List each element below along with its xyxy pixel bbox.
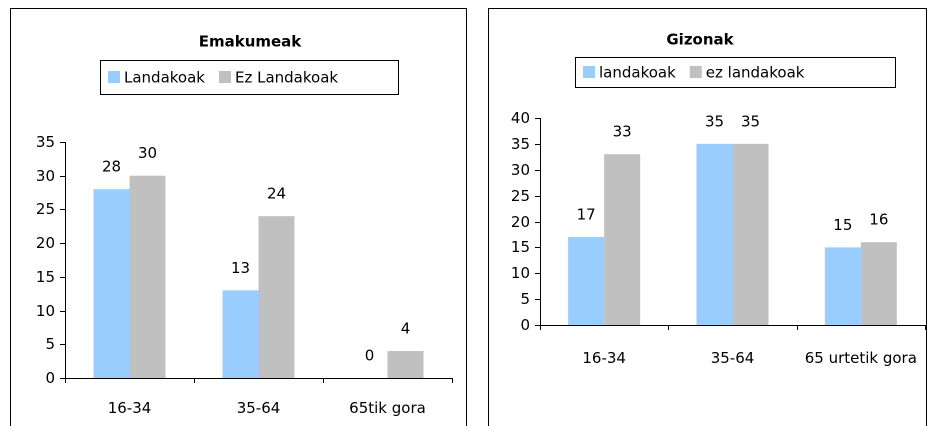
bar bbox=[860, 242, 897, 325]
chart-frame bbox=[10, 8, 467, 426]
legend-swatch bbox=[583, 66, 595, 78]
x-tick-label: 35-64 bbox=[710, 349, 755, 367]
y-tick-label: 0 bbox=[520, 316, 530, 334]
data-label: 0 bbox=[365, 347, 375, 365]
y-tick-label: 30 bbox=[511, 161, 530, 179]
y-tick-label: 30 bbox=[36, 167, 55, 185]
data-label: 13 bbox=[231, 259, 250, 277]
y-tick-label: 25 bbox=[36, 200, 55, 218]
y-tick-label: 5 bbox=[520, 290, 530, 308]
data-label: 30 bbox=[138, 144, 157, 162]
legend-box bbox=[575, 57, 896, 88]
data-label: 28 bbox=[102, 158, 121, 176]
bar bbox=[696, 143, 733, 325]
x-tick-label: 16-34 bbox=[107, 399, 152, 417]
legend-swatch bbox=[108, 71, 120, 83]
y-tick-label: 15 bbox=[511, 238, 530, 256]
bar bbox=[387, 351, 424, 378]
y-tick-label: 15 bbox=[36, 268, 55, 286]
legend-label: landakoak bbox=[599, 64, 676, 82]
y-tick-label: 25 bbox=[511, 187, 530, 205]
y-tick-label: 35 bbox=[36, 133, 55, 151]
x-tick-label: 65tik gora bbox=[349, 399, 426, 417]
legend-swatch bbox=[218, 71, 231, 83]
y-tick-label: 0 bbox=[45, 369, 55, 387]
chart-frame bbox=[488, 8, 927, 426]
chart-title: Gizonak bbox=[666, 31, 734, 49]
y-tick-label: 10 bbox=[511, 264, 530, 282]
y-tick-label: 20 bbox=[511, 213, 530, 231]
y-tick-label: 35 bbox=[511, 135, 530, 153]
data-label: 15 bbox=[833, 216, 852, 234]
bar bbox=[93, 189, 130, 378]
bar bbox=[732, 143, 769, 325]
data-label: 16 bbox=[869, 211, 888, 229]
x-tick-label: 35-64 bbox=[236, 399, 281, 417]
bar bbox=[568, 237, 605, 325]
data-label: 24 bbox=[267, 185, 286, 203]
legend-label: Landakoak bbox=[124, 69, 205, 87]
y-tick-label: 10 bbox=[36, 302, 55, 320]
bar bbox=[258, 216, 295, 378]
legend-box bbox=[100, 60, 399, 95]
x-tick-label: 16-34 bbox=[582, 349, 626, 367]
data-label: 4 bbox=[401, 320, 411, 338]
y-tick-label: 40 bbox=[511, 109, 530, 127]
data-label: 17 bbox=[577, 206, 596, 224]
bar bbox=[222, 290, 259, 378]
legend-label: ez landakoak bbox=[706, 64, 805, 82]
legend-swatch bbox=[689, 66, 702, 78]
legend-label: Ez Landakoak bbox=[235, 69, 338, 87]
x-tick-label: 65 urtetik gora bbox=[804, 349, 917, 367]
data-label: 33 bbox=[613, 123, 632, 141]
data-label: 35 bbox=[705, 112, 724, 130]
chart-title: Emakumeak bbox=[199, 33, 303, 51]
y-tick-label: 5 bbox=[45, 335, 55, 353]
y-tick-label: 20 bbox=[36, 234, 55, 252]
data-label: 35 bbox=[741, 112, 760, 130]
bar bbox=[824, 247, 861, 325]
bar bbox=[604, 154, 641, 325]
bar bbox=[129, 175, 166, 378]
